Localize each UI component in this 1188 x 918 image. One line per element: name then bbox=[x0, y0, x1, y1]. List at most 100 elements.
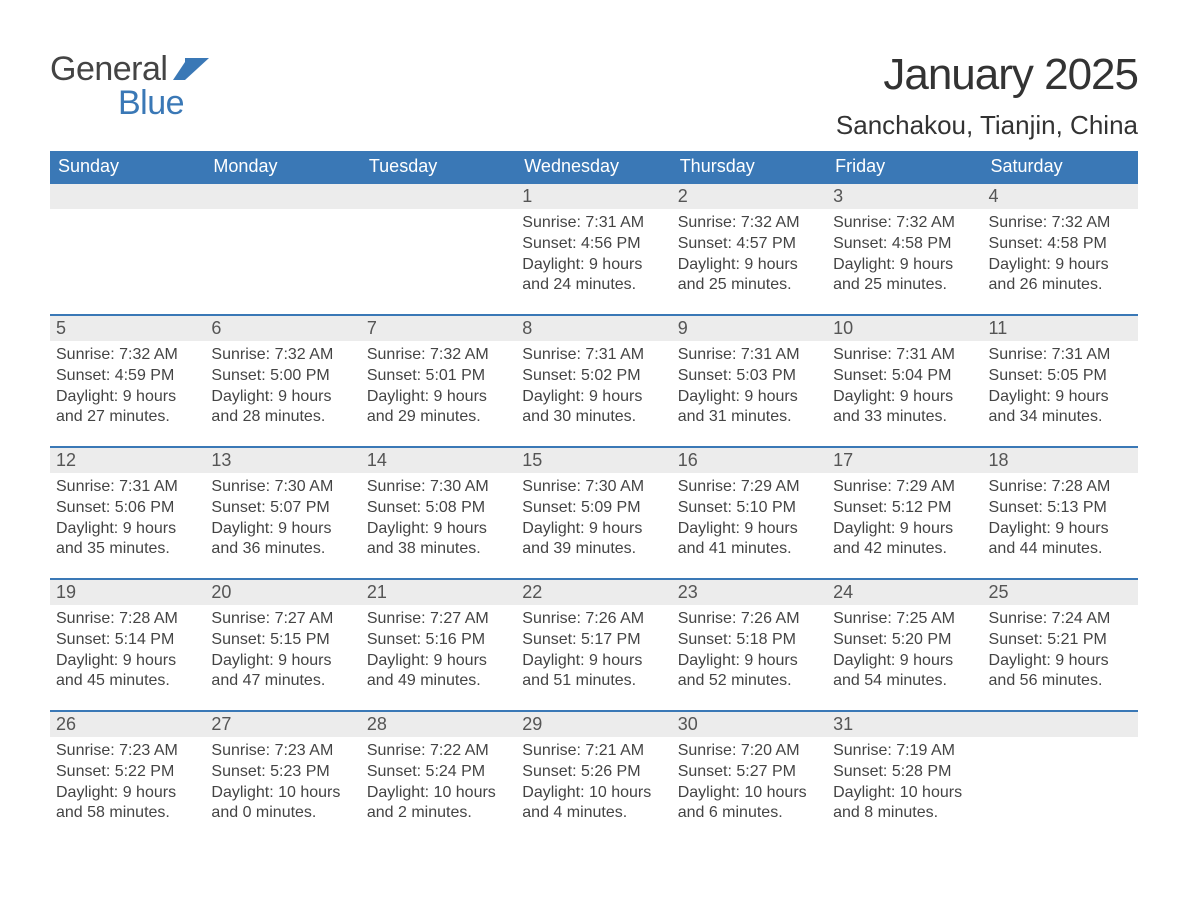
day-body: Sunrise: 7:29 AMSunset: 5:12 PMDaylight:… bbox=[827, 473, 982, 564]
day-number-bar: 22 bbox=[516, 578, 671, 605]
sunrise-text: Sunrise: 7:31 AM bbox=[522, 213, 665, 234]
calendar-cell: 6 Sunrise: 7:32 AMSunset: 5:00 PMDaylight… bbox=[205, 314, 360, 446]
sunrise-text: Sunrise: 7:23 AM bbox=[211, 741, 354, 762]
daylight-text: Daylight: 9 hours and 29 minutes. bbox=[367, 387, 510, 429]
title-block: January 2025 Sanchakou, Tianjin, China bbox=[836, 50, 1138, 141]
sunrise-text: Sunrise: 7:27 AM bbox=[211, 609, 354, 630]
sunrise-text: Sunrise: 7:29 AM bbox=[678, 477, 821, 498]
daylight-text: Daylight: 9 hours and 28 minutes. bbox=[211, 387, 354, 429]
day-number-bar: 25 bbox=[983, 578, 1138, 605]
sunrise-text: Sunrise: 7:30 AM bbox=[367, 477, 510, 498]
day-number: 1 bbox=[522, 186, 532, 206]
sunrise-text: Sunrise: 7:26 AM bbox=[522, 609, 665, 630]
calendar-cell: 17Sunrise: 7:29 AMSunset: 5:12 PMDayligh… bbox=[827, 446, 982, 578]
daylight-text: Daylight: 9 hours and 25 minutes. bbox=[678, 255, 821, 297]
calendar-cell: 18Sunrise: 7:28 AMSunset: 5:13 PMDayligh… bbox=[983, 446, 1138, 578]
calendar-table: Sunday Monday Tuesday Wednesday Thursday… bbox=[50, 151, 1138, 842]
sunrise-text: Sunrise: 7:28 AM bbox=[56, 609, 199, 630]
sunset-text: Sunset: 5:13 PM bbox=[989, 498, 1132, 519]
day-number-bar: 9 bbox=[672, 314, 827, 341]
day-number-bar: 23 bbox=[672, 578, 827, 605]
day-number: 24 bbox=[833, 582, 853, 602]
day-number-bar: 15 bbox=[516, 446, 671, 473]
day-body: Sunrise: 7:27 AMSunset: 5:15 PMDaylight:… bbox=[205, 605, 360, 696]
logo: General Blue bbox=[50, 50, 209, 89]
calendar-cell: 24Sunrise: 7:25 AMSunset: 5:20 PMDayligh… bbox=[827, 578, 982, 710]
calendar-cell: 2Sunrise: 7:32 AMSunset: 4:57 PMDaylight… bbox=[672, 182, 827, 314]
day-number: 16 bbox=[678, 450, 698, 470]
location-label: Sanchakou, Tianjin, China bbox=[836, 110, 1138, 141]
day-number-bar: 29 bbox=[516, 710, 671, 737]
daylight-text: Daylight: 9 hours and 36 minutes. bbox=[211, 519, 354, 561]
sunset-text: Sunset: 5:04 PM bbox=[833, 366, 976, 387]
day-number-bar: 30 bbox=[672, 710, 827, 737]
calendar-cell: 30Sunrise: 7:20 AMSunset: 5:27 PMDayligh… bbox=[672, 710, 827, 842]
daylight-text: Daylight: 9 hours and 44 minutes. bbox=[989, 519, 1132, 561]
weekday-header: Sunday bbox=[50, 151, 205, 182]
calendar-week-row: 12Sunrise: 7:31 AMSunset: 5:06 PMDayligh… bbox=[50, 446, 1138, 578]
sunrise-text: Sunrise: 7:29 AM bbox=[833, 477, 976, 498]
day-body: Sunrise: 7:31 AMSunset: 5:04 PMDaylight:… bbox=[827, 341, 982, 432]
sunset-text: Sunset: 4:56 PM bbox=[522, 234, 665, 255]
day-body: Sunrise: 7:31 AMSunset: 4:56 PMDaylight:… bbox=[516, 209, 671, 300]
sunrise-text: Sunrise: 7:20 AM bbox=[678, 741, 821, 762]
daylight-text: Daylight: 9 hours and 25 minutes. bbox=[833, 255, 976, 297]
day-body: Sunrise: 7:31 AMSunset: 5:05 PMDaylight:… bbox=[983, 341, 1138, 432]
daylight-text: Daylight: 10 hours and 4 minutes. bbox=[522, 783, 665, 825]
day-number-bar: 7 bbox=[361, 314, 516, 341]
sunset-text: Sunset: 5:10 PM bbox=[678, 498, 821, 519]
day-number-bar: 8 bbox=[516, 314, 671, 341]
sunset-text: Sunset: 5:02 PM bbox=[522, 366, 665, 387]
daylight-text: Daylight: 9 hours and 52 minutes. bbox=[678, 651, 821, 693]
sunset-text: Sunset: 5:18 PM bbox=[678, 630, 821, 651]
day-number-bar: 3 bbox=[827, 182, 982, 209]
daylight-text: Daylight: 10 hours and 8 minutes. bbox=[833, 783, 976, 825]
sunrise-text: Sunrise: 7:32 AM bbox=[989, 213, 1132, 234]
day-number-bar: 1 bbox=[516, 182, 671, 209]
sunrise-text: Sunrise: 7:28 AM bbox=[989, 477, 1132, 498]
day-body: Sunrise: 7:28 AMSunset: 5:13 PMDaylight:… bbox=[983, 473, 1138, 564]
daylight-text: Daylight: 10 hours and 6 minutes. bbox=[678, 783, 821, 825]
day-body: Sunrise: 7:31 AMSunset: 5:03 PMDaylight:… bbox=[672, 341, 827, 432]
day-body: Sunrise: 7:28 AMSunset: 5:14 PMDaylight:… bbox=[50, 605, 205, 696]
day-body: Sunrise: 7:32 AMSunset: 5:00 PMDaylight:… bbox=[205, 341, 360, 432]
weekday-header-row: Sunday Monday Tuesday Wednesday Thursday… bbox=[50, 151, 1138, 182]
day-number: 20 bbox=[211, 582, 231, 602]
sunset-text: Sunset: 4:57 PM bbox=[678, 234, 821, 255]
day-number: 21 bbox=[367, 582, 387, 602]
calendar-cell: 5Sunrise: 7:32 AMSunset: 4:59 PMDaylight… bbox=[50, 314, 205, 446]
daylight-text: Daylight: 9 hours and 56 minutes. bbox=[989, 651, 1132, 693]
sunset-text: Sunset: 5:17 PM bbox=[522, 630, 665, 651]
calendar-week-row: 1Sunrise: 7:31 AMSunset: 4:56 PMDaylight… bbox=[50, 182, 1138, 314]
day-body: Sunrise: 7:22 AMSunset: 5:24 PMDaylight:… bbox=[361, 737, 516, 828]
sunrise-text: Sunrise: 7:30 AM bbox=[211, 477, 354, 498]
day-number: 11 bbox=[989, 318, 1008, 338]
sunset-text: Sunset: 4:58 PM bbox=[989, 234, 1132, 255]
sunset-text: Sunset: 5:14 PM bbox=[56, 630, 199, 651]
sunset-text: Sunset: 5:08 PM bbox=[367, 498, 510, 519]
daylight-text: Daylight: 10 hours and 2 minutes. bbox=[367, 783, 510, 825]
day-number-bar: 10 bbox=[827, 314, 982, 341]
day-number: 4 bbox=[989, 186, 999, 206]
sunrise-text: Sunrise: 7:32 AM bbox=[678, 213, 821, 234]
calendar-cell: 15Sunrise: 7:30 AMSunset: 5:09 PMDayligh… bbox=[516, 446, 671, 578]
day-number: 6 bbox=[211, 318, 221, 338]
calendar-cell: 29Sunrise: 7:21 AMSunset: 5:26 PMDayligh… bbox=[516, 710, 671, 842]
day-number: 13 bbox=[211, 450, 231, 470]
day-body: Sunrise: 7:32 AMSunset: 4:57 PMDaylight:… bbox=[672, 209, 827, 300]
day-number-bar: 4 bbox=[983, 182, 1138, 209]
day-body: Sunrise: 7:27 AMSunset: 5:16 PMDaylight:… bbox=[361, 605, 516, 696]
day-number-bar: 21 bbox=[361, 578, 516, 605]
day-number-bar: 14 bbox=[361, 446, 516, 473]
sunrise-text: Sunrise: 7:26 AM bbox=[678, 609, 821, 630]
sunset-text: Sunset: 5:01 PM bbox=[367, 366, 510, 387]
day-number-bar bbox=[983, 710, 1138, 737]
daylight-text: Daylight: 9 hours and 31 minutes. bbox=[678, 387, 821, 429]
sunset-text: Sunset: 5:12 PM bbox=[833, 498, 976, 519]
daylight-text: Daylight: 9 hours and 42 minutes. bbox=[833, 519, 976, 561]
calendar-cell: 7Sunrise: 7:32 AMSunset: 5:01 PMDaylight… bbox=[361, 314, 516, 446]
day-body: Sunrise: 7:30 AMSunset: 5:08 PMDaylight:… bbox=[361, 473, 516, 564]
day-number: 10 bbox=[833, 318, 853, 338]
calendar-cell: 23 Sunrise: 7:26 AMSunset: 5:18 PMDayligh… bbox=[672, 578, 827, 710]
day-number-bar: 17 bbox=[827, 446, 982, 473]
